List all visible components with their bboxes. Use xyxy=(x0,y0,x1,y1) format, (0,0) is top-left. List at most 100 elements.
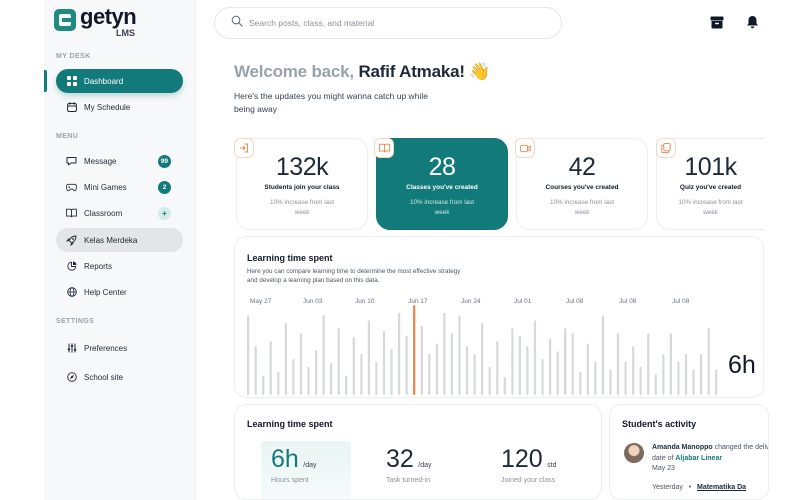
video-camera-icon xyxy=(515,138,535,158)
chart-bar[interactable] xyxy=(601,315,604,395)
chart-bar[interactable] xyxy=(503,377,506,395)
archive-icon[interactable] xyxy=(709,14,725,30)
chart-bar[interactable] xyxy=(465,346,469,395)
chart-bar[interactable] xyxy=(435,343,438,395)
chart-bar[interactable] xyxy=(307,366,310,395)
sidebar-item-label: Reports xyxy=(84,261,113,271)
activity-user[interactable]: Amanda Manoppo xyxy=(652,444,713,451)
x-axis-label: Jul 08 xyxy=(619,298,637,305)
avatar[interactable] xyxy=(624,443,644,463)
sidebar-item-help-center[interactable]: Help Center xyxy=(56,280,183,304)
chart-bar[interactable] xyxy=(269,341,272,395)
chart-bar[interactable] xyxy=(700,353,703,395)
activity-target-link[interactable]: Aljabar Linear xyxy=(675,454,723,462)
stat-card-students[interactable]: 132k Students join your class 10% increa… xyxy=(236,138,368,230)
sidebar-item-my-schedule[interactable]: My Schedule xyxy=(56,95,183,119)
chart-bar[interactable] xyxy=(616,333,620,395)
chart-bar[interactable] xyxy=(420,325,423,395)
sidebar-item-school-site[interactable]: School site xyxy=(56,365,183,389)
stat-value: 101k xyxy=(684,153,737,181)
chart-bar[interactable] xyxy=(247,315,250,395)
classroom-add-badge[interactable]: + xyxy=(158,207,171,220)
chart-bar[interactable] xyxy=(488,366,491,395)
search-input[interactable] xyxy=(249,18,539,28)
chart-bar[interactable] xyxy=(473,353,476,395)
chart-bar[interactable] xyxy=(533,320,537,395)
brand-logo[interactable]: getyn LMS xyxy=(54,6,137,38)
chart-bar[interactable] xyxy=(330,362,333,395)
chart-bar[interactable] xyxy=(292,359,295,395)
chart-bar[interactable] xyxy=(662,353,665,395)
sidebar-item-kelas-merdeka[interactable]: Kelas Merdeka xyxy=(56,228,183,252)
chart-bar[interactable] xyxy=(322,315,325,395)
sidebar-item-preferences[interactable]: Preferences xyxy=(56,336,183,360)
stat-label: Classes you've created xyxy=(406,184,478,191)
chart-bar[interactable] xyxy=(707,328,710,395)
sidebar-item-dashboard[interactable]: Dashboard xyxy=(56,69,183,93)
chart-bar[interactable] xyxy=(549,338,552,395)
chart-bar[interactable] xyxy=(443,312,446,395)
chart-bar[interactable] xyxy=(632,346,635,395)
open-book-icon xyxy=(374,138,394,158)
activity-item: Amanda Manoppo changed the delivery date… xyxy=(652,443,768,475)
sidebar-item-label: Message xyxy=(84,156,117,166)
chart-bar[interactable] xyxy=(315,350,318,395)
chart-bar[interactable] xyxy=(398,312,401,395)
chart-bar[interactable] xyxy=(360,353,363,395)
chart-bar[interactable] xyxy=(481,323,484,395)
chart-bar[interactable] xyxy=(647,333,650,395)
chart-bar-highlighted[interactable] xyxy=(413,305,416,395)
chart-bar[interactable] xyxy=(375,361,378,395)
search-bar[interactable] xyxy=(214,7,562,39)
chart-bar[interactable] xyxy=(254,346,257,395)
chart-bar[interactable] xyxy=(586,343,589,395)
chart-bar[interactable] xyxy=(654,374,657,395)
metric-tasks: 32 /day Task turned-in xyxy=(386,445,432,484)
logo-mark-icon xyxy=(54,9,76,31)
chart-bar[interactable] xyxy=(639,366,642,395)
chart-bar[interactable] xyxy=(692,369,695,395)
chart-bar[interactable] xyxy=(428,353,431,395)
stat-card-classes[interactable]: 28 Classes you've created 10% increase f… xyxy=(376,138,508,230)
chart-bar[interactable] xyxy=(382,330,386,395)
chart-bar[interactable] xyxy=(677,361,680,395)
chart-bar[interactable] xyxy=(594,361,597,395)
chart-bar[interactable] xyxy=(262,375,265,395)
chart-bar[interactable] xyxy=(684,353,688,395)
notification-bell-icon[interactable] xyxy=(744,14,760,30)
chart-bar[interactable] xyxy=(556,351,559,395)
sidebar-item-reports[interactable]: Reports xyxy=(56,254,183,278)
chart-bar[interactable] xyxy=(345,375,348,395)
chart-bar[interactable] xyxy=(624,361,627,395)
chart-bar[interactable] xyxy=(609,369,612,395)
chart-bar[interactable] xyxy=(496,341,499,395)
chart-bar[interactable] xyxy=(367,320,370,395)
sidebar-item-mini-games[interactable]: Mini Games 2 xyxy=(56,175,183,199)
chart-bar[interactable] xyxy=(277,371,280,395)
chart-bar[interactable] xyxy=(458,315,461,395)
sidebar-item-message[interactable]: Message 99 xyxy=(56,149,183,173)
chart-bar[interactable] xyxy=(450,333,453,395)
chart-bar[interactable] xyxy=(299,333,303,395)
chart-bar[interactable] xyxy=(405,335,408,395)
chart-bar[interactable] xyxy=(564,328,567,395)
sidebar-item-label: Help Center xyxy=(84,287,127,297)
chart-bar[interactable] xyxy=(669,333,672,395)
activity-course-link[interactable]: Matematika Da xyxy=(697,484,747,491)
chart-bar[interactable] xyxy=(715,369,718,395)
chart-bar[interactable] xyxy=(518,335,521,395)
chart-bar[interactable] xyxy=(284,323,287,395)
sidebar-item-label: Classroom xyxy=(84,208,123,218)
stat-note: 10% increase from last week xyxy=(678,199,743,216)
stat-card-courses[interactable]: 42 Courses you've created 10% increase f… xyxy=(516,138,648,230)
chart-bar[interactable] xyxy=(526,346,529,395)
chart-bar[interactable] xyxy=(337,328,340,395)
chart-bar[interactable] xyxy=(541,359,544,395)
chart-bar[interactable] xyxy=(390,348,393,395)
activity-title: Student's activity xyxy=(622,419,697,429)
chart-bar[interactable] xyxy=(579,371,582,395)
sidebar-item-classroom[interactable]: Classroom + xyxy=(56,201,183,225)
chart-bar[interactable] xyxy=(571,333,574,395)
chart-bar[interactable] xyxy=(511,328,514,395)
chart-bar[interactable] xyxy=(352,337,355,395)
